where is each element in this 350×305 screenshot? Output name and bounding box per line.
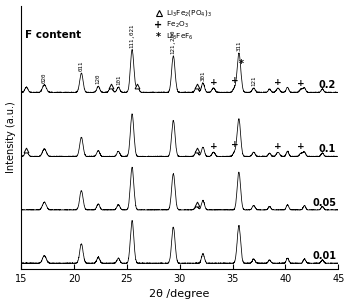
Text: 0.05: 0.05 <box>312 198 336 208</box>
Text: +: + <box>210 142 217 151</box>
Text: +: + <box>231 140 238 149</box>
Text: +: + <box>154 20 163 30</box>
Text: *: * <box>156 32 161 42</box>
Text: +: + <box>231 76 238 85</box>
Text: 011: 011 <box>79 60 84 71</box>
Text: 101: 101 <box>116 75 121 85</box>
Text: 111,021: 111,021 <box>130 23 135 48</box>
Text: 0.01: 0.01 <box>312 251 336 261</box>
Text: 020: 020 <box>42 72 47 83</box>
Text: 121: 121 <box>251 76 256 86</box>
Text: 301: 301 <box>201 70 205 81</box>
Text: 120: 120 <box>96 74 101 84</box>
Text: Li$_3$FeF$_6$: Li$_3$FeF$_6$ <box>164 32 194 42</box>
Text: +: + <box>298 142 305 152</box>
Text: 0.2: 0.2 <box>319 80 336 90</box>
Text: F content: F content <box>25 30 82 40</box>
Text: +: + <box>274 78 282 87</box>
Text: +: + <box>210 78 217 87</box>
Text: *: * <box>238 59 244 69</box>
Text: 311: 311 <box>236 41 242 52</box>
Y-axis label: Intensity (a.u.): Intensity (a.u.) <box>6 102 15 173</box>
Text: +: + <box>298 79 305 88</box>
Text: +: + <box>274 142 282 151</box>
Text: Fe$_2$O$_3$: Fe$_2$O$_3$ <box>164 20 189 30</box>
Text: 0.1: 0.1 <box>319 144 336 154</box>
X-axis label: 2θ /degree: 2θ /degree <box>149 289 210 300</box>
Text: 121,200: 121,200 <box>171 30 176 54</box>
Text: Li$_3$Fe$_2$(PO$_4$)$_3$: Li$_3$Fe$_2$(PO$_4$)$_3$ <box>164 8 212 18</box>
